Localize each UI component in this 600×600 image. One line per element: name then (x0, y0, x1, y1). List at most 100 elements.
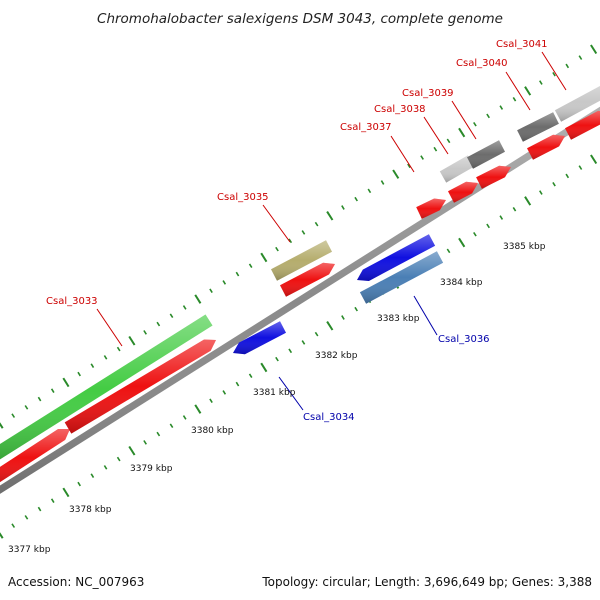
minor-tick (103, 465, 108, 470)
gene-bar-csal-3033[interactable] (0, 314, 213, 464)
minor-tick (37, 396, 42, 402)
genome-summary-text: Topology: circular; Length: 3,696,649 bp… (261, 575, 592, 589)
major-tick (326, 211, 334, 221)
minor-tick (24, 405, 29, 410)
major-tick (524, 196, 532, 206)
major-tick (62, 487, 70, 498)
scale-label-3381: 3381 kbp (253, 388, 296, 398)
cds-forward-csal-3038[interactable] (448, 181, 478, 203)
major-tick (458, 127, 466, 138)
major-tick (0, 422, 4, 429)
minor-tick (103, 355, 108, 360)
cds-reverse-csal-3034[interactable] (233, 321, 286, 355)
minor-tick (275, 246, 279, 252)
tick-row-lower (0, 154, 598, 539)
minor-tick (486, 113, 490, 119)
callout-line-csal-3034 (278, 376, 304, 411)
gene-bar-csal-3041[interactable] (554, 82, 600, 122)
backbone-line[interactable] (0, 102, 600, 499)
gene-label-csal-3035[interactable]: Csal_3035 (217, 192, 269, 203)
minor-tick (354, 306, 358, 312)
callout-line-csal-3041 (541, 51, 567, 91)
minor-tick (473, 121, 477, 127)
gene-bar-csal-3040[interactable] (517, 112, 559, 142)
cds-forward-csal-3032[interactable] (0, 429, 70, 486)
minor-tick (499, 105, 504, 110)
scale-label-3383: 3383 kbp (377, 314, 420, 324)
minor-tick (301, 230, 306, 235)
minor-tick (552, 181, 556, 187)
minor-tick (578, 165, 583, 170)
minor-tick (433, 146, 438, 152)
cds-forward-csal-3037[interactable] (416, 198, 446, 219)
minor-tick (169, 423, 174, 429)
minor-tick (248, 263, 253, 269)
minor-tick (50, 388, 55, 394)
minor-tick (486, 223, 490, 229)
minor-tick (288, 238, 293, 244)
major-tick (128, 445, 136, 456)
minor-tick (539, 80, 543, 85)
gene-label-csal-3040[interactable]: Csal_3040 (456, 58, 508, 69)
cds-forward-csal-3041[interactable] (565, 110, 600, 140)
minor-tick (367, 188, 372, 194)
cds-forward-csal-3033[interactable] (64, 339, 216, 434)
cds-reverse-csal-3036[interactable] (357, 234, 436, 281)
cds-forward-csal-3040[interactable] (527, 134, 565, 160)
accession-text: Accession: NC_007963 (8, 575, 144, 589)
minor-tick (77, 481, 81, 487)
gene-label-csal-3037[interactable]: Csal_3037 (340, 122, 392, 133)
major-tick (0, 532, 4, 539)
minor-tick (222, 280, 227, 285)
minor-tick (182, 415, 187, 420)
gene-features (0, 82, 600, 486)
minor-tick (143, 330, 147, 335)
minor-tick (143, 440, 147, 445)
gene-label-csal-3039[interactable]: Csal_3039 (402, 88, 454, 99)
minor-tick (156, 431, 161, 437)
tick-row-upper (0, 44, 598, 429)
minor-tick (116, 456, 121, 462)
minor-tick (499, 215, 504, 220)
callout-line-csal-3037 (390, 135, 415, 173)
minor-tick (565, 63, 570, 69)
cds-forward-csal-3035[interactable] (280, 262, 335, 297)
minor-tick (11, 413, 16, 418)
major-tick (128, 335, 136, 346)
minor-tick (77, 371, 81, 377)
gene-bar-csal-3038[interactable] (439, 155, 475, 183)
minor-tick (24, 515, 29, 520)
minor-tick (565, 173, 570, 179)
major-tick (590, 44, 598, 55)
major-tick (260, 362, 268, 373)
minor-tick (11, 523, 16, 528)
gene-label-csal-3034[interactable]: Csal_3034 (303, 412, 355, 423)
minor-tick (354, 196, 358, 202)
scale-ticks (0, 44, 598, 539)
minor-tick (314, 221, 319, 227)
minor-tick (169, 313, 174, 319)
scale-label-3384: 3384 kbp (440, 278, 483, 288)
major-tick (458, 237, 466, 248)
cds-forward-csal-3039[interactable] (476, 165, 511, 189)
gene-callouts (96, 51, 567, 411)
minor-tick (512, 206, 517, 212)
minor-tick (446, 248, 451, 254)
gene-bar-csal-3039[interactable] (467, 140, 505, 169)
gene-label-csal-3036[interactable]: Csal_3036 (438, 334, 490, 345)
scale-label-3378: 3378 kbp (69, 505, 112, 515)
scale-label-3379: 3379 kbp (130, 464, 173, 474)
gene-label-csal-3033[interactable]: Csal_3033 (46, 296, 98, 307)
minor-tick (182, 305, 187, 310)
minor-tick (539, 190, 543, 195)
gene-bar-csal-3035[interactable] (271, 240, 332, 281)
major-tick (326, 321, 334, 331)
minor-tick (235, 271, 240, 277)
gene-label-csal-3038[interactable]: Csal_3038 (374, 104, 426, 115)
minor-tick (407, 163, 411, 169)
gene-bar-csal-3036[interactable] (359, 251, 444, 304)
minor-tick (301, 340, 306, 345)
gene-label-csal-3041[interactable]: Csal_3041 (496, 39, 548, 50)
callout-line-csal-3035 (262, 204, 291, 243)
